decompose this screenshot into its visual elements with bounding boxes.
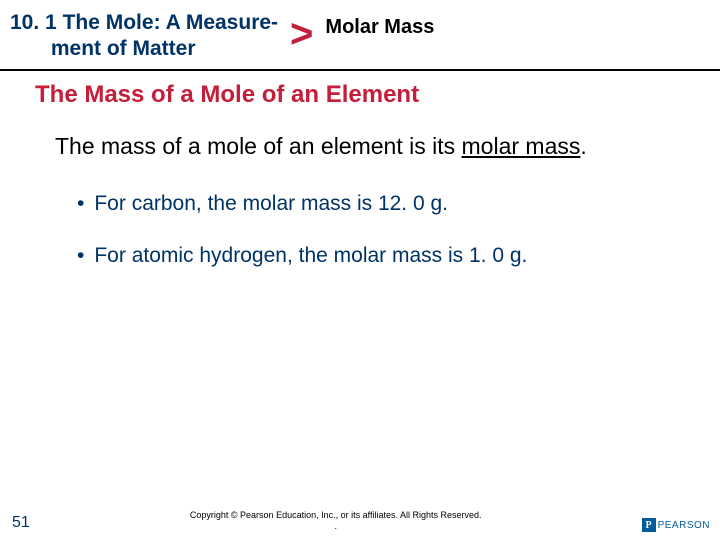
copyright-line2: . [334, 521, 337, 531]
slide-footer: 51 Copyright © Pearson Education, Inc., … [0, 510, 720, 532]
list-item: • For atomic hydrogen, the molar mass is… [77, 244, 690, 268]
header-divider [0, 69, 720, 71]
logo-text: PEARSON [658, 520, 710, 531]
body-suffix: . [580, 133, 586, 159]
logo-icon: P [642, 518, 656, 532]
section-title: 10. 1 The Mole: A Measure- ment of Matte… [10, 10, 278, 63]
pearson-logo: P PEARSON [642, 518, 710, 532]
slide-content: The Mass of a Mole of an Element The mas… [0, 81, 720, 268]
section-title-line1: The Mole: A Measure- [63, 11, 278, 34]
chevron-icon: > [290, 14, 313, 54]
bullet-icon: • [77, 244, 84, 268]
logo-letter: P [646, 520, 652, 531]
body-underlined: molar mass [462, 133, 581, 159]
bullet-icon: • [77, 192, 84, 216]
page-number: 51 [12, 514, 30, 532]
topic-label: Molar Mass [325, 16, 434, 39]
slide-header: 10. 1 The Mole: A Measure- ment of Matte… [0, 0, 720, 67]
section-number: 10. 1 [10, 11, 57, 34]
bullet-text: For atomic hydrogen, the molar mass is 1… [94, 244, 527, 268]
copyright-line1: Copyright © Pearson Education, Inc., or … [190, 510, 482, 520]
section-title-line2: ment of Matter [51, 37, 196, 60]
content-subtitle: The Mass of a Mole of an Element [35, 81, 690, 109]
bullet-list: • For carbon, the molar mass is 12. 0 g.… [77, 192, 690, 268]
copyright-text: Copyright © Pearson Education, Inc., or … [30, 510, 642, 532]
bullet-text: For carbon, the molar mass is 12. 0 g. [94, 192, 448, 216]
list-item: • For carbon, the molar mass is 12. 0 g. [77, 192, 690, 216]
body-text: The mass of a mole of an element is its … [55, 131, 690, 162]
body-prefix: The mass of a mole of an element is its [55, 133, 462, 159]
